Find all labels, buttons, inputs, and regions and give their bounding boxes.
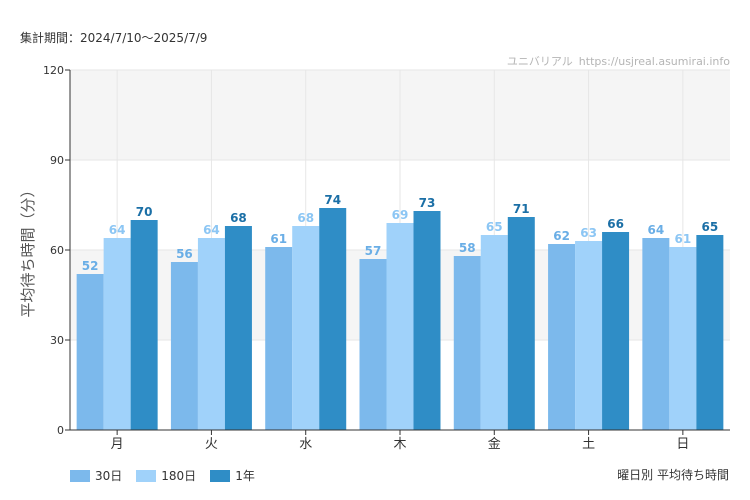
legend-swatch [210,469,231,482]
x-tick-label: 日 [676,437,689,452]
data-label: 65 [702,220,719,234]
data-label: 64 [203,223,220,237]
x-tick-label: 土 [582,437,595,452]
data-label: 64 [109,223,126,237]
bar-30日-金 [453,256,481,430]
bar-180日-火 [197,238,225,430]
data-label: 61 [675,232,692,246]
legend: 30日 180日 1年 [70,467,255,484]
bar-1年-火 [224,226,252,430]
data-label: 74 [324,193,341,207]
bar-1年-月 [130,220,158,430]
x-tick-label: 月 [111,437,124,452]
bar-30日-火 [170,262,198,430]
chart-caption: 曜日別 平均待ち時間 [617,468,729,482]
legend-label: 180日 [161,469,197,483]
data-label: 70 [136,205,153,219]
legend-item[interactable]: 1年 [210,467,255,484]
y-axis-title: 平均待ち時間（分） [19,182,37,317]
y-tick-label: 120 [43,64,64,77]
legend-label: 30日 [95,469,123,483]
site-credit: ユニバリアル https://usjreal.asumirai.info [507,53,730,69]
data-label: 69 [392,208,409,222]
bar-1年-金 [507,217,535,430]
data-label: 64 [648,223,665,237]
legend-item[interactable]: 30日 [70,467,122,484]
bar-180日-金 [480,235,508,430]
legend-item[interactable]: 180日 [136,467,196,484]
x-tick-label: 木 [393,437,406,452]
data-label: 68 [230,211,247,225]
bar-30日-月 [76,274,104,430]
bar-30日-木 [359,259,387,430]
data-label: 73 [419,196,436,210]
x-tick-label: 水 [299,437,312,452]
data-label: 52 [82,259,99,273]
credit-url[interactable]: https://usjreal.asumirai.info [578,55,730,68]
bar-180日-月 [103,238,131,430]
bar-30日-土 [548,244,576,430]
legend-swatch [136,469,157,482]
data-label: 56 [176,247,193,261]
legend-label: 1年 [235,469,255,483]
y-tick-label: 90 [50,154,64,167]
bar-1年-土 [602,232,630,430]
bar-1年-水 [319,208,347,430]
data-label: 62 [553,229,570,243]
bar-1年-日 [696,235,724,430]
data-label: 61 [270,232,287,246]
bar-1年-木 [413,211,441,430]
bar-180日-土 [575,241,603,430]
legend-swatch [70,469,90,482]
x-tick-label: 金 [488,436,501,452]
data-label: 68 [297,211,314,225]
data-label: 58 [459,241,476,255]
data-label: 71 [513,202,530,216]
bar-180日-水 [292,226,320,430]
y-tick-label: 60 [50,244,64,257]
y-tick-label: 30 [50,334,64,347]
bar-180日-日 [669,247,697,430]
data-label: 63 [580,226,597,240]
data-label: 57 [365,244,382,258]
data-label: 66 [607,217,624,231]
x-tick-label: 火 [205,437,218,452]
y-tick-label: 0 [57,424,64,437]
bar-180日-木 [386,223,414,430]
period-text: 集計期間：2024/7/10～2025/7/9 [20,31,208,45]
bar-30日-日 [642,238,670,430]
data-label: 65 [486,220,503,234]
bar-30日-水 [265,247,293,430]
credit-name: ユニバリアル [506,55,573,68]
